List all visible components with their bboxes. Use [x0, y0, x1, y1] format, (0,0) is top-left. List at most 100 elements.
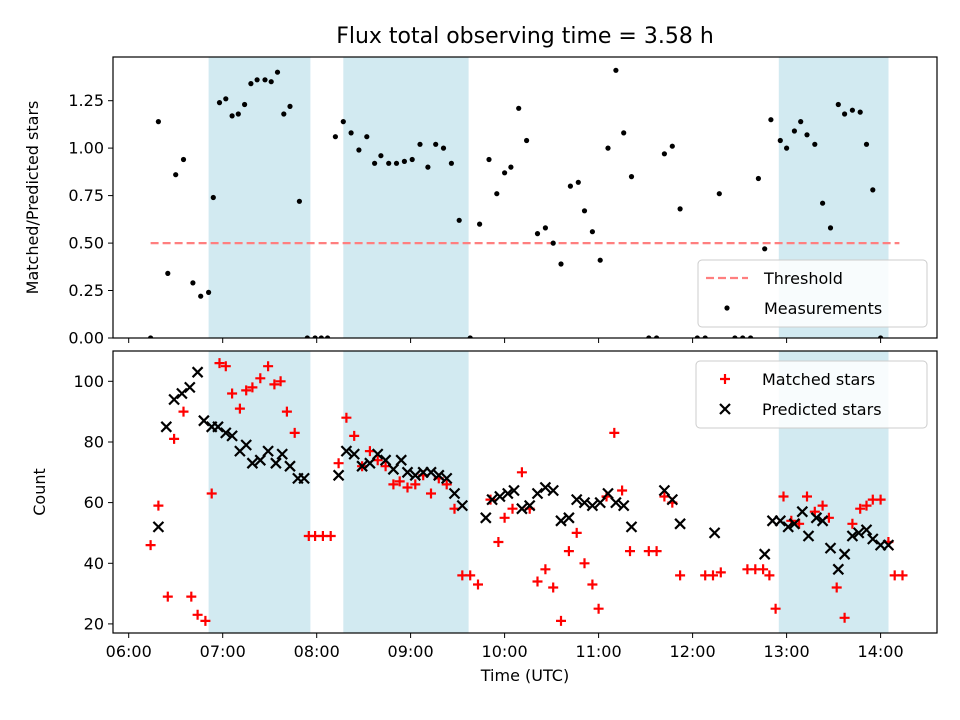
measurement-point — [716, 191, 722, 197]
measurement-point — [148, 335, 154, 338]
matched-star-point — [651, 546, 662, 557]
matched-star-point — [802, 491, 812, 502]
measurement-point — [768, 117, 774, 123]
matched-star-point — [855, 503, 866, 514]
predicted-star-point — [254, 454, 267, 466]
predicted-star-point — [246, 457, 259, 469]
legend-box — [697, 259, 928, 328]
measurement-point — [348, 130, 354, 136]
measurement-point — [628, 174, 635, 180]
matched-star-point — [145, 540, 156, 551]
measurement-point — [508, 164, 514, 170]
matched-star-point — [563, 546, 574, 557]
predicted-star-point — [276, 448, 288, 460]
predicted-star-point — [168, 393, 180, 406]
predicted-star-point — [708, 527, 721, 539]
observing-window-shade — [343, 57, 469, 338]
predicted-star-point — [364, 457, 376, 469]
matched-star-point — [394, 476, 405, 487]
matched-star-point — [548, 582, 559, 593]
measurement-point — [340, 119, 346, 125]
legend-box — [695, 360, 928, 429]
predicted-star-point — [832, 563, 845, 576]
predicted-star-point — [371, 448, 384, 460]
predicted-star-point — [658, 484, 671, 497]
matched-star-point — [617, 485, 628, 496]
measurement-point — [248, 81, 254, 87]
matched-star-point — [333, 458, 344, 469]
predicted-star-point — [379, 454, 392, 466]
predicted-star-point — [198, 414, 210, 427]
axes-frame — [112, 56, 938, 339]
predicted-star-point — [425, 466, 437, 479]
top-panel-matched-predicted-ratio: 0.00 0.25 0.50 0.75 1.00 1.25 Matched/Predicte… — [23, 56, 938, 348]
matched-star-point — [764, 570, 775, 581]
predicted-star-point — [563, 512, 575, 524]
matched-star-point — [220, 361, 231, 372]
matched-star-point — [593, 603, 604, 614]
measurement-point — [542, 225, 549, 231]
predicted-star-point — [433, 469, 445, 482]
measurement-point — [827, 225, 834, 231]
measurement-point — [180, 156, 187, 163]
predicted-star-point — [480, 512, 492, 524]
predicted-star-point — [508, 484, 520, 497]
predicted-star-point — [555, 515, 567, 527]
y-tick-label: 0.75 — [68, 186, 104, 205]
measurement-point — [364, 134, 370, 140]
matched-star-point — [410, 479, 421, 490]
predicted-star-point — [262, 445, 274, 457]
measurement-point — [486, 156, 492, 163]
predicted-star-point — [152, 521, 165, 533]
measurement-point — [393, 160, 400, 166]
matched-star-point — [720, 374, 730, 384]
axes-frame — [112, 350, 938, 634]
predicted-star-point — [539, 481, 552, 494]
y-tick-label: 1.00 — [68, 139, 104, 158]
matched-star-point — [770, 603, 781, 614]
predicted-star-point — [298, 472, 310, 485]
series-measurements — [148, 67, 884, 338]
measurement-point — [820, 200, 826, 206]
predicted-star-point — [456, 499, 469, 512]
matched-star-point — [625, 546, 635, 557]
measurement-point — [372, 160, 378, 166]
y-tick-label: 60 — [84, 493, 104, 512]
matched-star-point — [540, 564, 551, 575]
predicted-star-point — [824, 542, 837, 554]
legend-measurement-swatch — [724, 305, 730, 311]
matched-star-point — [571, 527, 582, 538]
measurement-point — [356, 147, 362, 153]
measurement-point — [777, 137, 783, 144]
measurement-point — [332, 134, 338, 140]
predicted-star-point — [395, 454, 407, 466]
matched-star-point — [349, 430, 360, 441]
predicted-star-point — [284, 460, 296, 472]
measurement-point — [755, 175, 762, 182]
predicted-star-point — [758, 548, 771, 560]
predicted-star-point — [523, 499, 536, 512]
measurement-point — [791, 128, 798, 134]
matched-star-point — [556, 615, 566, 626]
legend: Matched stars Predicted stars — [695, 360, 928, 429]
measurement-point — [646, 335, 652, 338]
legend-entry-label: Measurements — [764, 299, 882, 318]
measurement-point — [502, 170, 508, 176]
measurement-point — [605, 145, 611, 151]
matched-star-point — [426, 488, 436, 499]
predicted-star-point — [240, 439, 252, 451]
predicted-star-point — [184, 381, 196, 394]
matched-star-point — [269, 379, 280, 390]
predicted-star-point — [176, 387, 188, 400]
predicted-star-point — [852, 527, 865, 539]
predicted-star-point — [516, 502, 528, 515]
matched-star-point — [778, 491, 789, 502]
measurement-point — [165, 270, 171, 276]
measurement-point — [304, 335, 310, 338]
measurement-point — [417, 141, 423, 147]
measurement-point — [842, 111, 848, 117]
matched-star-point — [758, 564, 769, 575]
measurement-point — [849, 107, 856, 113]
measurement-point — [425, 164, 431, 170]
matched-star-point — [817, 500, 828, 511]
